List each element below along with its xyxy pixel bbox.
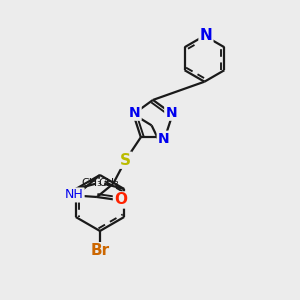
Text: N: N xyxy=(129,106,141,120)
Text: CH₃: CH₃ xyxy=(81,178,102,188)
Text: NH: NH xyxy=(65,188,84,201)
Text: S: S xyxy=(120,153,131,168)
Text: O: O xyxy=(114,192,127,207)
Text: Br: Br xyxy=(90,243,110,258)
Text: CH₃: CH₃ xyxy=(98,178,119,188)
Text: N: N xyxy=(200,28,212,43)
Text: N: N xyxy=(158,132,170,146)
Text: N: N xyxy=(165,106,177,120)
